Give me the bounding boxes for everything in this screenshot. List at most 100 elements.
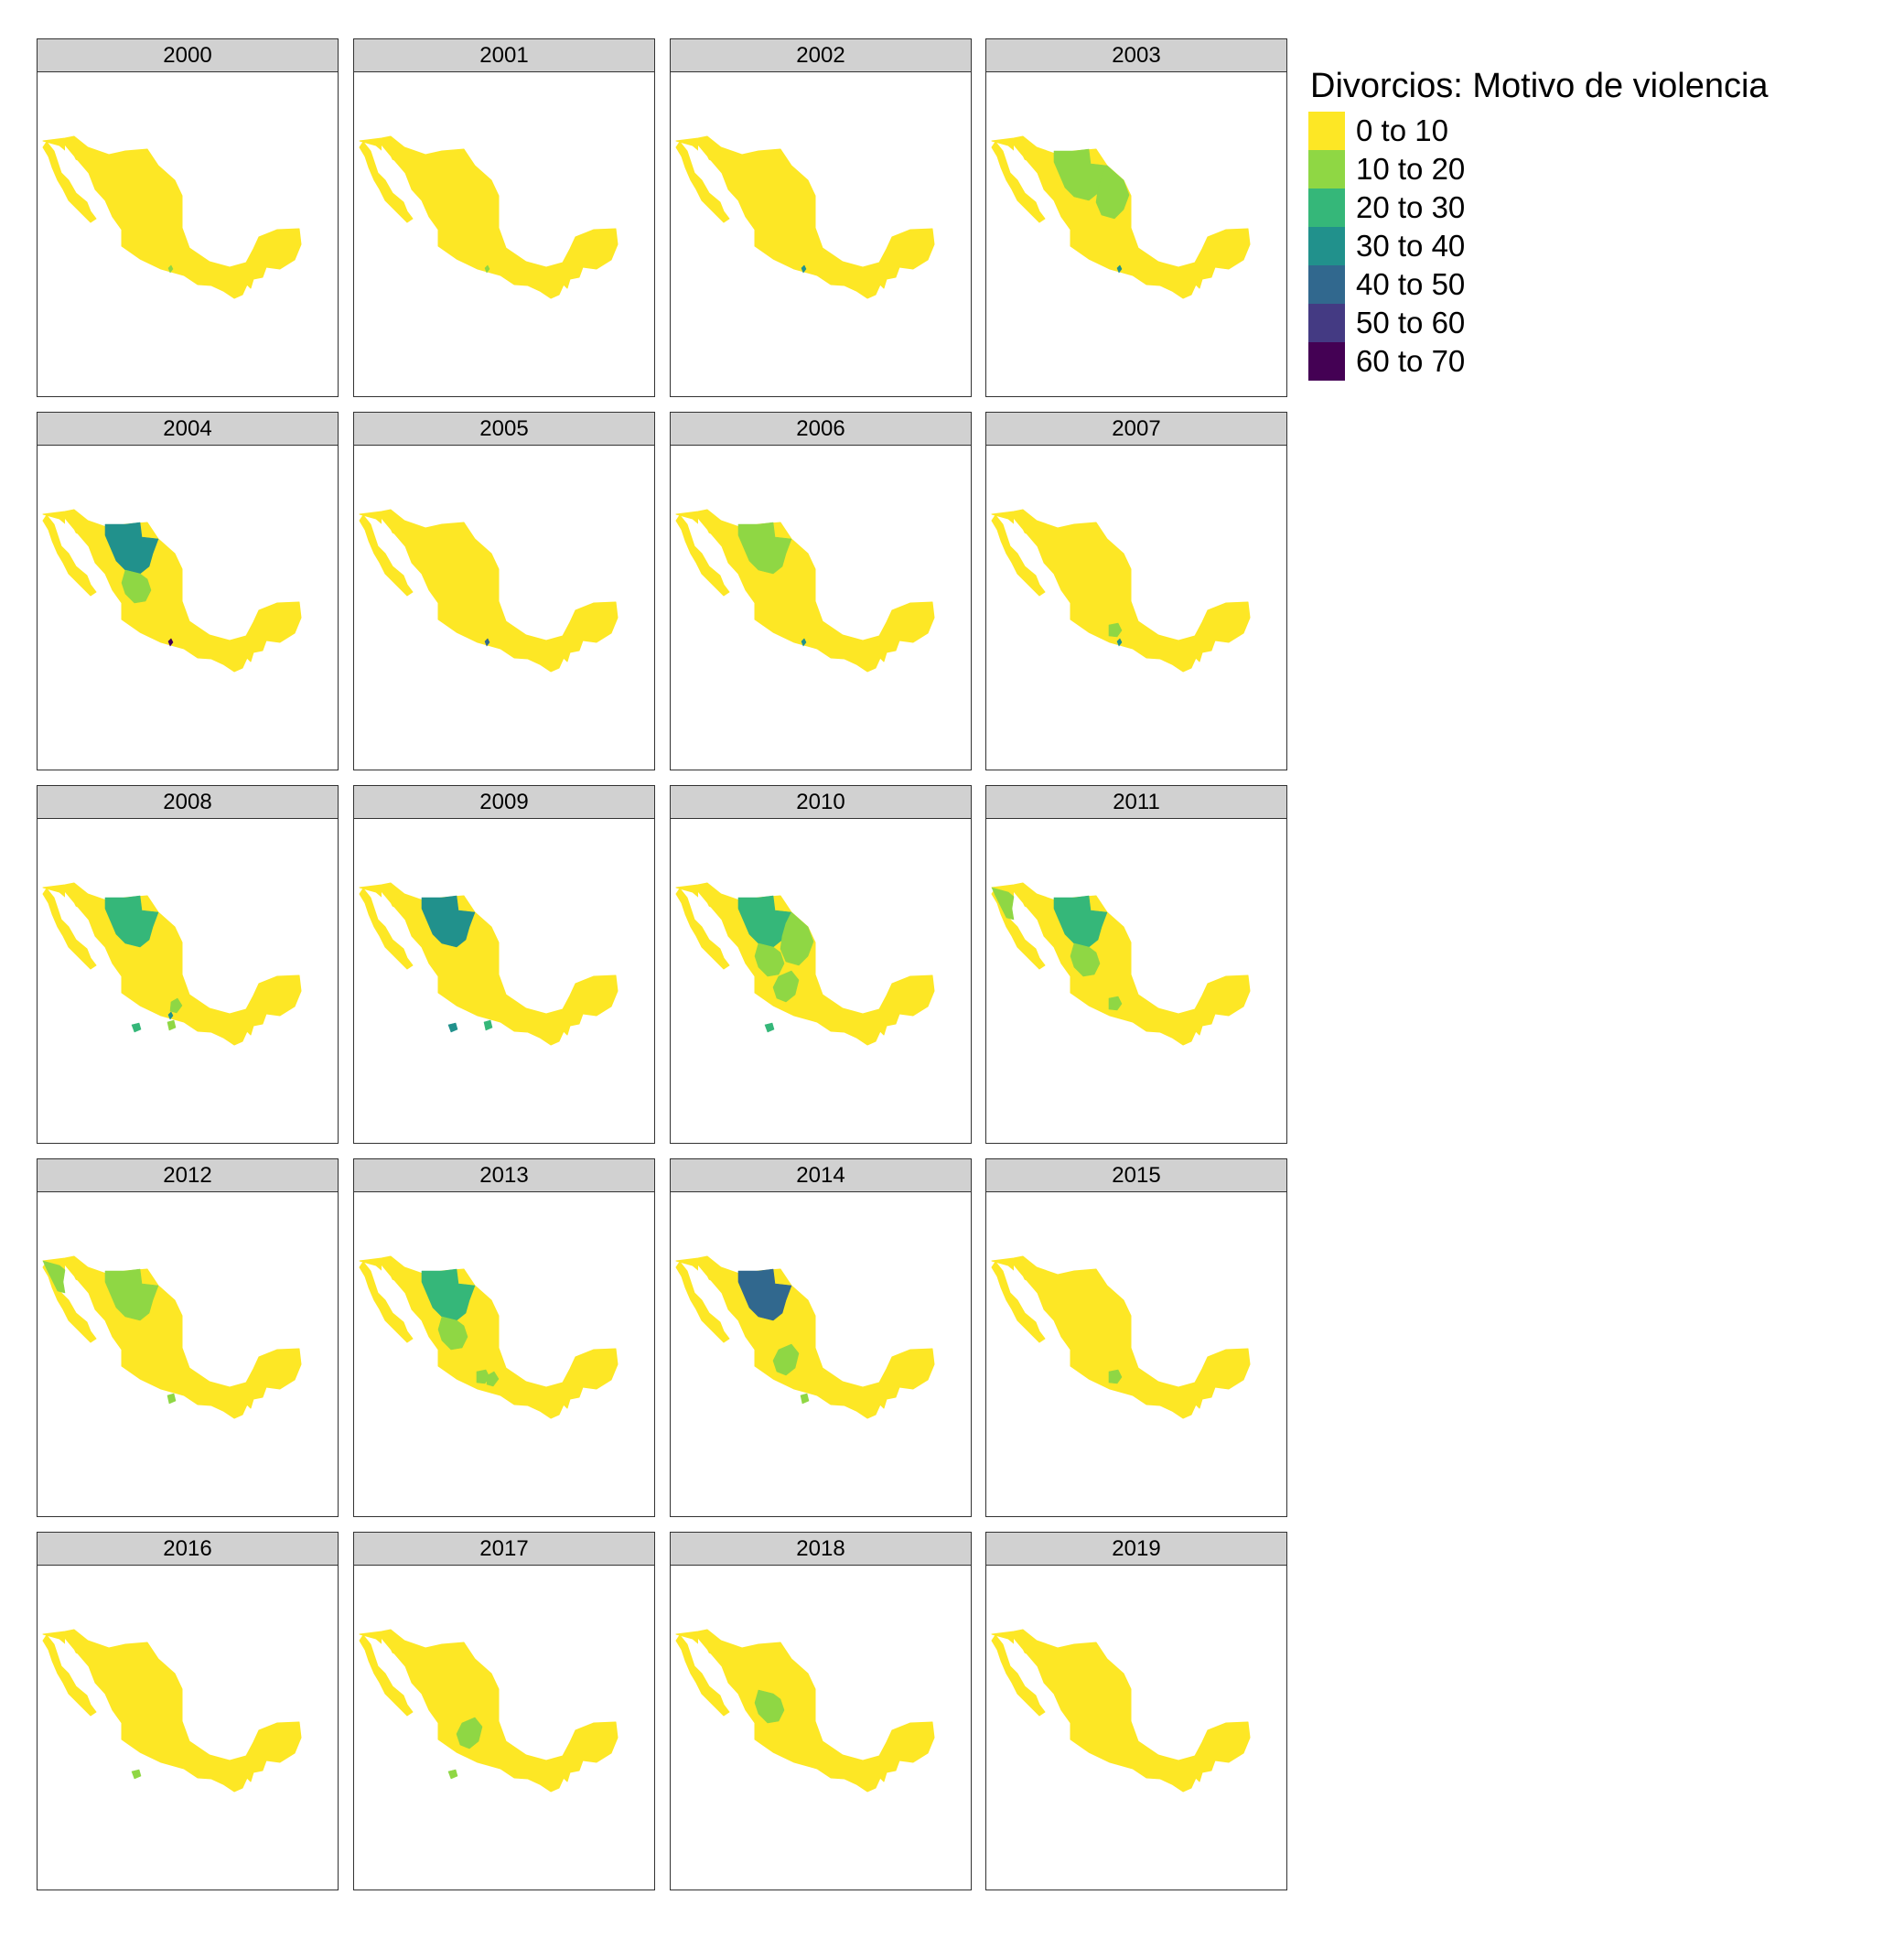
legend-label: 30 to 40 — [1356, 229, 1466, 263]
mexico-map — [42, 509, 302, 673]
gulf-of-california — [65, 145, 114, 231]
legend-item: 50 to 60 — [1308, 304, 1857, 342]
panel-year-label: 2001 — [353, 38, 655, 72]
mexico-mainland — [359, 1255, 619, 1419]
legend-label: 50 to 60 — [1356, 306, 1466, 339]
gulf-of-california — [382, 519, 431, 605]
map-frame — [985, 1191, 1287, 1517]
state-chihuahua — [421, 1268, 476, 1321]
map-frame — [670, 445, 972, 770]
gulf-of-california — [382, 1265, 431, 1351]
mexico-map — [359, 135, 619, 299]
panel-year-label: 2017 — [353, 1532, 655, 1566]
baja-peninsula — [42, 888, 97, 970]
mexico-mainland — [42, 1255, 302, 1419]
legend-label: 20 to 30 — [1356, 190, 1466, 224]
panel-year-label: 2016 — [37, 1532, 339, 1566]
mexico-map — [675, 509, 935, 673]
mexico-mainland — [359, 1629, 619, 1793]
map-panel: 2011 — [985, 785, 1287, 1144]
state-colima — [447, 1769, 458, 1780]
map-panel: 2019 — [985, 1532, 1287, 1890]
legend-swatch — [1308, 150, 1345, 188]
legend-items: 0 to 10 10 to 20 20 to 30 30 to 40 40 to 50 5… — [1308, 112, 1857, 381]
gulf-of-california — [1014, 1639, 1063, 1725]
panel-year-label: 2012 — [37, 1158, 339, 1192]
map-frame — [353, 1191, 655, 1517]
baja-peninsula — [359, 1634, 414, 1717]
baja-peninsula — [675, 888, 730, 970]
state-chihuahua — [1053, 895, 1108, 948]
map-frame — [37, 1565, 339, 1890]
mexico-mainland — [675, 882, 935, 1046]
state-cdmx — [167, 264, 174, 274]
state-durango — [1070, 942, 1101, 977]
state-durango — [437, 1316, 468, 1351]
state-cdmx — [167, 638, 174, 647]
map-panel: 2001 — [353, 38, 655, 397]
legend-item: 40 to 50 — [1308, 265, 1857, 304]
panel-year-label: 2008 — [37, 785, 339, 819]
baja-peninsula — [42, 514, 97, 597]
panel-year-label: 2010 — [670, 785, 972, 819]
state-coahuila — [780, 911, 814, 966]
map-frame — [37, 445, 339, 770]
baja-peninsula — [359, 514, 414, 597]
map-panel: 2006 — [670, 412, 972, 770]
mexico-map — [675, 135, 935, 299]
map-frame — [353, 71, 655, 397]
map-frame — [670, 71, 972, 397]
map-frame — [670, 1565, 972, 1890]
mexico-map — [991, 882, 1251, 1046]
map-panel: 2014 — [670, 1158, 972, 1517]
map-frame — [353, 1565, 655, 1890]
baja-peninsula — [991, 514, 1046, 597]
state-chihuahua — [104, 895, 159, 948]
baja-peninsula — [675, 141, 730, 223]
map-panel: 2005 — [353, 412, 655, 770]
panel-year-label: 2009 — [353, 785, 655, 819]
state-cdmx — [801, 264, 807, 274]
gulf-of-california — [698, 519, 748, 605]
mexico-map — [991, 1255, 1251, 1419]
panel-year-label: 2011 — [985, 785, 1287, 819]
legend-swatch — [1308, 227, 1345, 265]
baja-peninsula — [359, 141, 414, 223]
panel-year-label: 2000 — [37, 38, 339, 72]
mexico-mainland — [991, 509, 1251, 673]
legend-label: 10 to 20 — [1356, 152, 1466, 186]
gulf-of-california — [65, 892, 114, 978]
baja-peninsula — [42, 141, 97, 223]
mexico-mainland — [675, 1255, 935, 1419]
mexico-mainland — [675, 509, 935, 673]
panel-year-label: 2013 — [353, 1158, 655, 1192]
mexico-mainland — [359, 509, 619, 673]
mexico-map — [42, 1629, 302, 1793]
mexico-mainland — [42, 135, 302, 299]
mexico-map — [991, 509, 1251, 673]
map-frame — [353, 445, 655, 770]
mexico-map — [675, 1629, 935, 1793]
baja-peninsula — [359, 888, 414, 970]
mexico-mainland — [991, 1629, 1251, 1793]
panel-year-label: 2002 — [670, 38, 972, 72]
gulf-of-california — [1014, 1265, 1063, 1351]
panel-year-label: 2015 — [985, 1158, 1287, 1192]
map-panel: 2018 — [670, 1532, 972, 1890]
gulf-of-california — [382, 145, 431, 231]
mexico-map — [359, 509, 619, 673]
state-chihuahua — [737, 1268, 792, 1321]
legend-title: Divorcios: Motivo de violencia — [1310, 67, 1769, 105]
mexico-mainland — [359, 135, 619, 299]
gulf-of-california — [382, 1639, 431, 1725]
gulf-of-california — [698, 1639, 748, 1725]
state-chihuahua — [104, 1268, 159, 1321]
state-morelos — [167, 1019, 177, 1031]
mexico-mainland — [359, 882, 619, 1046]
mexico-mainland — [42, 1629, 302, 1793]
gulf-of-california — [698, 145, 748, 231]
mexico-mainland — [675, 1629, 935, 1793]
panel-year-label: 2014 — [670, 1158, 972, 1192]
mexico-mainland — [991, 135, 1251, 299]
facet-grid: 2000 2001 2002 2003 2004 2005 2006 2007 2008 2009… — [37, 38, 1287, 1890]
